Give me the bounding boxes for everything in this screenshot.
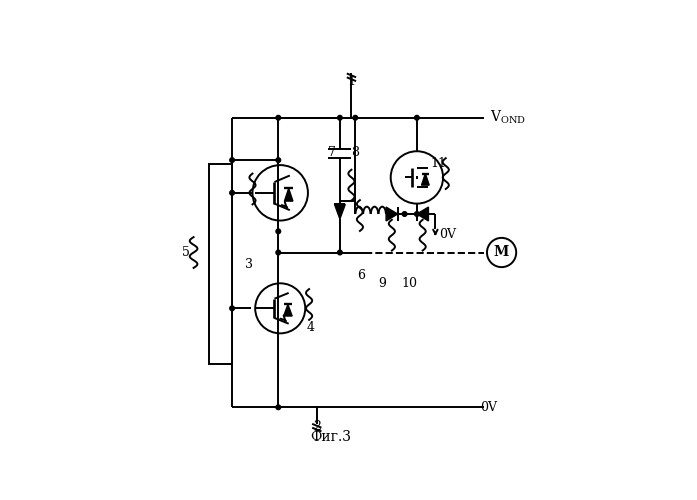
Circle shape — [276, 116, 281, 120]
Circle shape — [337, 116, 342, 120]
Text: 5: 5 — [182, 246, 190, 259]
Polygon shape — [417, 207, 429, 221]
Circle shape — [276, 405, 281, 409]
Circle shape — [402, 212, 407, 216]
Circle shape — [230, 306, 234, 310]
Polygon shape — [284, 188, 293, 201]
Text: 0V: 0V — [480, 401, 498, 414]
Circle shape — [276, 250, 281, 255]
Polygon shape — [386, 207, 397, 221]
Circle shape — [276, 158, 281, 162]
Circle shape — [415, 116, 419, 120]
Text: 9: 9 — [378, 277, 386, 290]
Circle shape — [353, 116, 358, 120]
Text: Фиг.3: Фиг.3 — [309, 430, 351, 444]
Text: 11: 11 — [430, 158, 446, 170]
Text: 1: 1 — [347, 74, 355, 88]
Circle shape — [415, 212, 419, 216]
Text: 3: 3 — [245, 258, 254, 270]
Text: 6: 6 — [357, 269, 365, 282]
Text: 0V: 0V — [439, 228, 457, 240]
Text: 7: 7 — [328, 146, 336, 159]
Circle shape — [230, 190, 234, 195]
Text: 2: 2 — [313, 420, 321, 433]
Polygon shape — [335, 204, 345, 219]
Text: 4: 4 — [307, 321, 315, 334]
Polygon shape — [284, 304, 292, 316]
Circle shape — [337, 250, 342, 255]
Circle shape — [230, 158, 234, 162]
Circle shape — [276, 229, 281, 234]
FancyBboxPatch shape — [209, 164, 232, 364]
Text: 10: 10 — [401, 277, 418, 290]
Text: 8: 8 — [351, 146, 359, 159]
Text: V$_{\mathregular{OND}}$: V$_{\mathregular{OND}}$ — [490, 109, 526, 126]
Polygon shape — [422, 174, 429, 185]
Text: M: M — [494, 246, 510, 260]
